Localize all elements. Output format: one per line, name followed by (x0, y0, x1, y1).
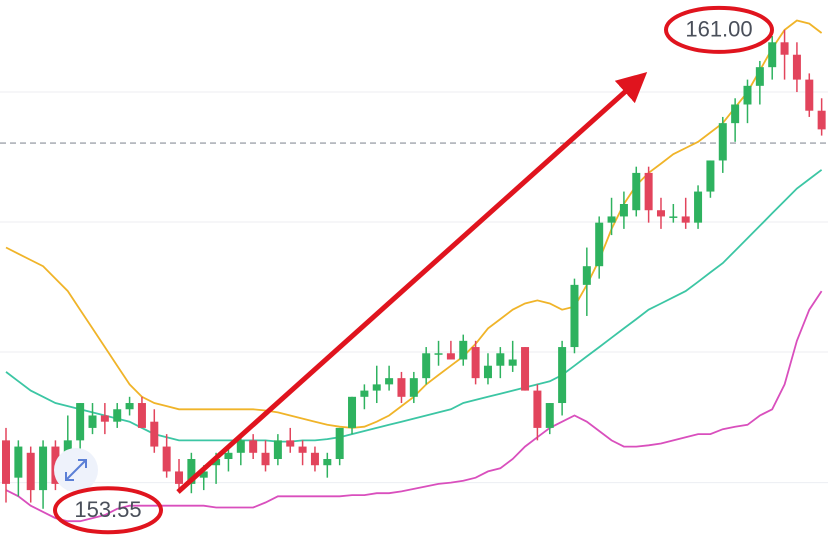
annotation-label: 161.00 (685, 17, 752, 42)
expand-icon (54, 448, 98, 492)
candle-body (755, 67, 764, 86)
candle-body (508, 359, 517, 366)
candle-body (434, 353, 443, 355)
candle-body (731, 104, 740, 124)
candle-body (335, 427, 344, 460)
candle-body (496, 353, 505, 366)
candle-body (694, 191, 703, 223)
candle-body (26, 452, 35, 491)
annotation-circle (664, 5, 774, 54)
candle-body (422, 353, 431, 379)
candle-body (14, 446, 23, 478)
candle-body (718, 123, 727, 161)
band-line (5, 290, 823, 523)
candle-body (212, 459, 221, 466)
candle-body (483, 365, 492, 379)
candle-body (348, 396, 357, 428)
annotation-circle (53, 486, 163, 535)
candle-body (768, 42, 777, 68)
candle-body (409, 378, 418, 397)
candle-body (619, 204, 628, 217)
candle-body (558, 347, 567, 404)
candle-body (582, 266, 591, 285)
candle-body (100, 415, 109, 422)
candle-body (310, 452, 319, 466)
candle-body (397, 378, 406, 397)
candle-body (298, 446, 307, 453)
candle-body (656, 210, 665, 217)
candle-body (817, 110, 826, 130)
candle-body (360, 390, 369, 397)
arrow (176, 71, 648, 494)
candle-body (780, 42, 789, 55)
candle-body (261, 452, 270, 466)
candle-body (175, 471, 184, 484)
candle-body (249, 440, 258, 453)
candle-body (113, 409, 122, 422)
candle-body (323, 459, 332, 466)
candle-body (595, 222, 604, 267)
candle-body (792, 54, 801, 80)
candle-body (372, 384, 381, 391)
candle-body (607, 216, 616, 223)
candle-body (76, 403, 85, 441)
candle-body (2, 440, 10, 484)
candle-body (669, 216, 678, 218)
annotation-label: 153.55 (74, 497, 141, 522)
candle-body (199, 471, 208, 478)
candle-body (706, 160, 715, 192)
candle-body (446, 353, 455, 360)
candle-body (570, 284, 579, 348)
candle-body (187, 459, 196, 484)
candle-body (88, 415, 97, 428)
candle-body (224, 452, 233, 460)
band-line (5, 19, 823, 429)
candle-body (385, 378, 394, 385)
candle-body (521, 347, 530, 391)
candle-body (273, 440, 282, 460)
candle-body (236, 440, 245, 453)
candle-body (545, 403, 554, 428)
candle-body (150, 421, 159, 447)
candle-body (805, 79, 814, 111)
candle-body (459, 340, 468, 360)
candle-body (137, 403, 146, 428)
candle-body (644, 172, 653, 211)
candle-body (162, 446, 171, 472)
candle-body (533, 390, 542, 428)
candle-body (743, 85, 752, 105)
candle-body (632, 172, 641, 211)
candle-body (471, 347, 480, 379)
candle-body (286, 440, 295, 447)
candle-body (125, 403, 134, 410)
candle-body (681, 216, 690, 223)
candle-body (39, 446, 48, 491)
